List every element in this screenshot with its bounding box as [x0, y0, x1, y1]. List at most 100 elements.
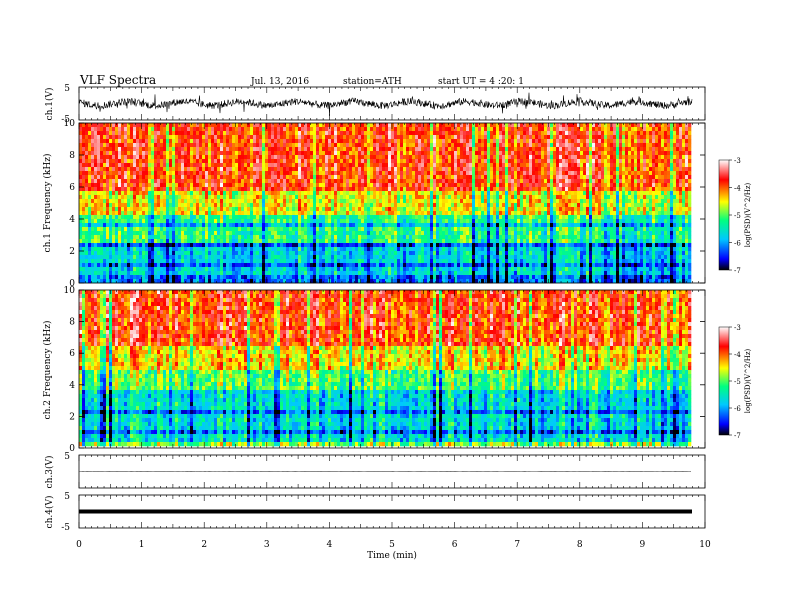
spec1-cell	[622, 127, 626, 132]
spec1-cell	[511, 135, 515, 140]
spec1-cell	[238, 147, 242, 152]
spec1-cell	[577, 143, 581, 148]
spec1-cell	[118, 195, 122, 200]
spec1-cell	[367, 123, 371, 128]
spec1-cell	[313, 171, 317, 176]
spec1-cell	[628, 175, 632, 180]
spec1-cell	[151, 203, 155, 208]
spec1-cell	[352, 127, 356, 132]
spec1-cell	[442, 199, 446, 204]
spec1-cell	[292, 139, 296, 144]
spec1-cell	[583, 175, 587, 180]
spec1-cell	[250, 135, 254, 140]
spec1-cell	[310, 175, 314, 180]
spec1-cell	[178, 147, 182, 152]
spec1-cell	[571, 127, 575, 132]
spec1-cell	[598, 163, 602, 168]
spec1-cell	[91, 191, 95, 196]
spec1-cell	[433, 167, 437, 172]
spec1-cell	[82, 215, 86, 220]
spec1-cell	[532, 191, 536, 196]
spec1-cell	[370, 139, 374, 144]
spec1-cell	[412, 215, 416, 220]
spec1-cell	[472, 143, 476, 148]
spec1-cell	[607, 207, 611, 212]
spec1-cell	[616, 167, 620, 172]
spec1-cell	[280, 163, 284, 168]
spec1-cell	[550, 211, 554, 216]
spec1-cell	[127, 175, 131, 180]
spec1-cell	[136, 135, 140, 140]
spec1-cell	[475, 159, 479, 164]
spec1-cell	[370, 171, 374, 176]
spec1-cell	[469, 187, 473, 192]
spec1-cell	[628, 207, 632, 212]
spec1-cell	[193, 143, 197, 148]
spec1-cell	[100, 163, 104, 168]
spec1-cell	[688, 195, 692, 200]
spec1-cell	[433, 187, 437, 192]
spec1-cell	[379, 131, 383, 136]
spec1-cell	[376, 167, 380, 172]
spec1-cell	[97, 187, 101, 192]
spec1-cell	[283, 171, 287, 176]
spec1-cell	[214, 195, 218, 200]
spec1-cell	[667, 215, 671, 220]
spec1-cell	[91, 167, 95, 172]
spec1-cell	[535, 123, 539, 128]
spec1-cell	[670, 215, 674, 220]
spec1-cell	[343, 139, 347, 144]
spec1-cell	[502, 147, 506, 152]
spec1-cell	[79, 143, 83, 148]
spec1-cell	[319, 123, 323, 128]
spec1-cell	[223, 163, 227, 168]
spec1-cell	[298, 215, 302, 220]
spec1-cell	[409, 179, 413, 184]
spec1-cell	[391, 175, 395, 180]
spec1-cell	[79, 167, 83, 172]
spec1-cell	[577, 127, 581, 132]
spec1-cell	[475, 155, 479, 160]
spec1-cell	[487, 187, 491, 192]
spec1-cell	[151, 131, 155, 136]
spec1-cell	[442, 179, 446, 184]
spec1-cell	[295, 131, 299, 136]
spec1-cell	[304, 219, 308, 224]
spec1-cell	[499, 215, 503, 220]
spec1-cell	[532, 171, 536, 176]
spec1-cell	[412, 159, 416, 164]
spec1-cell	[649, 187, 653, 192]
spec1-cell	[232, 163, 236, 168]
spec1-cell	[400, 211, 404, 216]
spec1-cell	[280, 143, 284, 148]
spec1-cell	[400, 143, 404, 148]
spec1-cell	[619, 131, 623, 136]
spec1-cell	[133, 123, 137, 128]
spec1-cell	[535, 183, 539, 188]
spec1-cell	[532, 131, 536, 136]
spec1-cell	[616, 127, 620, 132]
spec1-cell	[376, 123, 380, 128]
spec1-cell	[115, 191, 119, 196]
spec1-cell	[352, 207, 356, 212]
spec1-cell	[238, 135, 242, 140]
spec1-cell	[433, 203, 437, 208]
spec1-cell	[517, 171, 521, 176]
spec1-cell	[121, 127, 125, 132]
spec1-cell	[658, 211, 662, 216]
spec1-cell	[346, 191, 350, 196]
spec1-cell	[595, 215, 599, 220]
spec1-cell	[685, 127, 689, 132]
spec1-cell	[460, 183, 464, 188]
spec1-cell	[340, 187, 344, 192]
spec1-cell	[223, 191, 227, 196]
spec1-cell	[286, 131, 290, 136]
spec1-cell	[394, 199, 398, 204]
spec1-cell	[436, 143, 440, 148]
spec1-cell	[133, 215, 137, 220]
spec1-cell	[172, 211, 176, 216]
spec1-cell	[97, 159, 101, 164]
spec1-cell	[97, 179, 101, 184]
spec1-cell	[142, 203, 146, 208]
spec1-cell	[313, 175, 317, 180]
